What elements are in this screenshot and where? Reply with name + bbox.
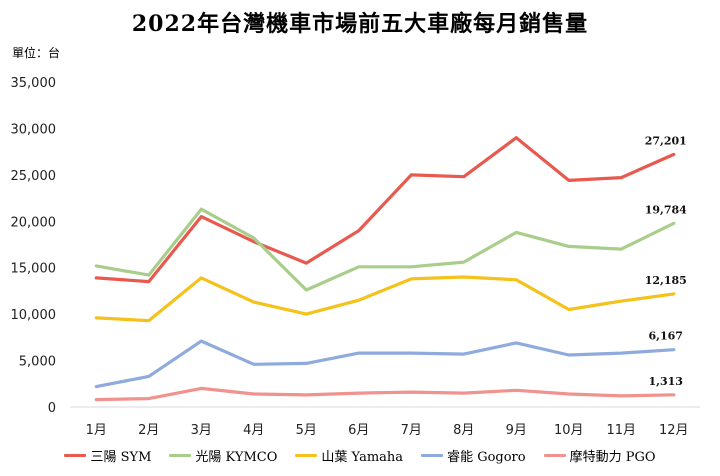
y-tick-label: 35,000 — [11, 76, 57, 91]
series-line-1 — [94, 207, 676, 292]
y-tick-label: 15,000 — [11, 262, 57, 277]
x-tick-label: 12月 — [659, 423, 689, 438]
end-data-label: 27,201 — [645, 134, 687, 147]
legend-swatch — [543, 454, 566, 457]
y-tick-label: 30,000 — [11, 122, 57, 137]
legend-swatch — [64, 454, 87, 457]
x-tick-label: 9月 — [506, 423, 527, 438]
legend-label: 山葉 Yamaha — [321, 450, 404, 465]
x-tick-label: 2月 — [138, 423, 159, 438]
x-tick-label: 1月 — [86, 423, 107, 438]
legend-item: 山葉 Yamaha — [295, 446, 403, 465]
x-tick-label: 4月 — [243, 423, 264, 438]
data-labels: 27,201 19,784 12,185 6,167 1,313 — [645, 134, 687, 387]
x-tick-label: 11月 — [606, 423, 636, 438]
legend-label: 三陽 SYM — [90, 450, 152, 465]
legend-label: 睿能 Gogoro — [447, 450, 526, 465]
legend-label: 光陽 KYMCO — [195, 450, 278, 465]
legend-item: 三陽 SYM — [64, 446, 151, 465]
x-tick-label: 3月 — [191, 423, 212, 438]
legend-item: 摩特動力 PGO — [543, 446, 656, 465]
legend-item: 睿能 Gogoro — [421, 446, 526, 465]
legend-swatch — [169, 454, 192, 457]
x-tick-label: 6月 — [348, 423, 369, 438]
legend-item: 光陽 KYMCO — [169, 446, 277, 465]
legend-label: 摩特動力 PGO — [569, 450, 656, 465]
x-tick-label: 8月 — [453, 423, 474, 438]
end-data-label: 12,185 — [645, 274, 687, 287]
end-data-label: 6,167 — [649, 330, 683, 343]
series-lines — [94, 136, 676, 402]
legend: 三陽 SYM 光陽 KYMCO 山葉 Yamaha 睿能 Gogoro 摩特動力 PGO — [0, 446, 720, 465]
y-tick-label: 5,000 — [19, 355, 56, 370]
series-line-4 — [94, 386, 676, 402]
series-line-3 — [94, 339, 676, 389]
y-tick-label: 25,000 — [11, 169, 57, 184]
x-tick-label: 5月 — [296, 423, 317, 438]
chart-title: 2022年台灣機車市場前五大車廠每月銷售量 — [131, 11, 589, 37]
series-line-2 — [94, 275, 676, 323]
x-tick-label: 10月 — [554, 423, 584, 438]
y-tick-label: 10,000 — [11, 308, 57, 323]
legend-swatch — [421, 454, 444, 457]
x-tick-label: 7月 — [401, 423, 422, 438]
x-axis: 1月 2月 3月 4月 5月 6月 7月 8月 9月 10月 11月 12月 — [70, 406, 700, 438]
end-data-label: 19,784 — [645, 203, 687, 216]
y-axis: 0 5,000 10,000 15,000 20,000 25,000 30,000 35,0… — [11, 76, 57, 416]
series-line-0 — [94, 136, 676, 284]
end-data-label: 1,313 — [649, 375, 683, 388]
legend-swatch — [295, 454, 318, 457]
unit-label: 單位：台 — [12, 46, 61, 60]
y-tick-label: 20,000 — [11, 215, 57, 230]
y-tick-label: 0 — [48, 401, 56, 416]
